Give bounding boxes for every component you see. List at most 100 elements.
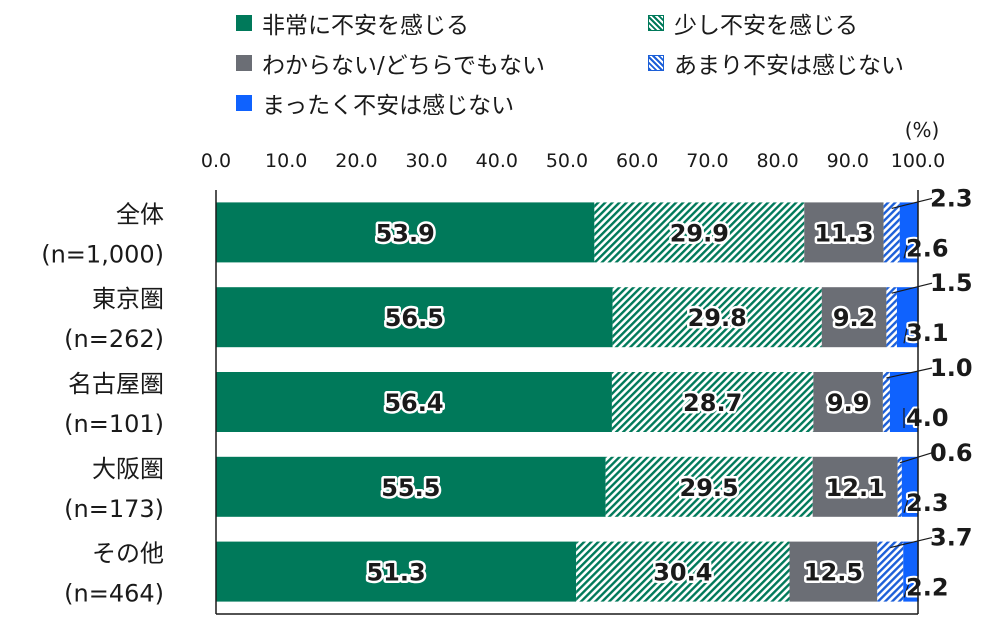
leader-line	[891, 282, 933, 294]
value-label-halo: 12.5	[804, 559, 863, 587]
value-label-halo: 29.8	[688, 304, 747, 332]
bar-segment-somewhat-anxious	[605, 456, 813, 517]
value-label: 2.2	[906, 574, 949, 602]
bar-segment-neutral	[789, 541, 878, 602]
leader-line	[886, 367, 933, 379]
bar-segment-somewhat-anxious	[611, 372, 814, 432]
bar-segment-neutral	[804, 202, 884, 263]
x-tick-label: 60.0	[616, 150, 658, 172]
bar-segment-very-anxious	[216, 372, 612, 432]
legend-label-neutral: わからない/どちらでもない	[262, 53, 546, 79]
category-n-label: (n=1,000)	[41, 240, 164, 268]
value-label-halo: 51.3	[366, 559, 425, 587]
bar-segment-not-very-anxious	[882, 372, 890, 432]
value-label: 3.7	[930, 524, 973, 552]
legend-swatch-somewhat-anxious	[648, 15, 664, 31]
bar-segment-neutral	[821, 287, 887, 348]
value-label: 0.6	[930, 439, 973, 467]
legend-swatch-not-anxious-at-all	[236, 95, 252, 111]
bar-segment-not-anxious-at-all	[896, 287, 919, 348]
legend-item-very-anxious: 非常に不安を感じる	[236, 8, 469, 39]
value-label: 51.3	[366, 559, 425, 587]
value-label-halo: 53.9	[376, 219, 435, 247]
category-label: その他	[92, 540, 164, 568]
value-label: 4.0	[906, 404, 949, 432]
legend-swatch-neutral	[236, 55, 252, 71]
x-tick-label: 100.0	[891, 150, 945, 172]
value-label: 56.5	[385, 304, 444, 332]
x-tick-label: 20.0	[335, 150, 377, 172]
value-label: 3.1	[906, 319, 949, 347]
value-label: 56.4	[384, 389, 443, 417]
value-label: 1.0	[930, 354, 973, 382]
legend-label-not-very-anxious: あまり不安は感じない	[674, 53, 904, 79]
bar-segment-very-anxious	[216, 287, 613, 348]
value-label: 2.3	[930, 184, 973, 212]
value-label: 29.8	[688, 304, 747, 332]
x-tick-label: 70.0	[686, 150, 728, 172]
x-tick-label: 90.0	[827, 150, 869, 172]
legend: 非常に不安を感じる 少し不安を感じる わからない/どちらでもない あまり不安は感…	[0, 0, 1000, 120]
bar-segment-not-anxious-at-all	[899, 202, 918, 263]
x-tick-label: 10.0	[265, 150, 307, 172]
leader-line	[890, 537, 933, 549]
value-label: 28.7	[683, 389, 742, 417]
x-tick-label: 30.0	[405, 150, 447, 172]
bar-segment-very-anxious	[216, 541, 577, 602]
category-label: 大阪圏	[92, 455, 164, 483]
value-label: 9.9	[827, 389, 870, 417]
value-label: 2.6	[906, 234, 949, 262]
category-n-label: (n=464)	[64, 580, 164, 608]
leader-line	[899, 452, 933, 464]
value-label: 30.4	[653, 559, 712, 587]
x-tick-label: 0.0	[201, 150, 231, 172]
value-label: 55.5	[381, 474, 440, 502]
value-label: 12.1	[826, 474, 885, 502]
value-label-halo: 56.5	[385, 304, 444, 332]
category-n-label: (n=101)	[64, 410, 164, 438]
value-label-halo: 9.2	[833, 304, 876, 332]
leader-line	[903, 323, 909, 344]
legend-swatch-not-very-anxious	[648, 55, 664, 71]
bar-segment-somewhat-anxious	[612, 287, 822, 348]
x-tick-label: 40.0	[476, 150, 518, 172]
legend-item-neutral: わからない/どちらでもない	[236, 48, 546, 79]
value-label-halo: 29.5	[680, 474, 739, 502]
value-label-halo: 29.9	[670, 219, 729, 247]
value-label: 9.2	[833, 304, 876, 332]
bar-segment-somewhat-anxious	[576, 541, 790, 602]
value-label-halo: 28.7	[683, 389, 742, 417]
bar-segment-neutral	[813, 372, 883, 432]
bar-segment-very-anxious	[216, 456, 606, 517]
bar-segment-not-anxious-at-all	[903, 541, 919, 602]
bar-segment-not-very-anxious	[886, 287, 897, 348]
category-label: 東京圏	[92, 285, 164, 313]
value-label: 1.5	[930, 269, 973, 297]
legend-item-not-very-anxious: あまり不安は感じない	[648, 48, 904, 79]
category-n-label: (n=262)	[64, 325, 164, 353]
leader-line	[903, 238, 910, 259]
value-label-halo: 30.4	[653, 559, 712, 587]
value-label: 29.9	[670, 219, 729, 247]
bar-segment-neutral	[812, 456, 898, 517]
bar-segment-not-anxious-at-all	[901, 456, 918, 517]
value-label-halo: 11.3	[814, 219, 873, 247]
value-label: 53.9	[376, 219, 435, 247]
category-label: 全体	[116, 200, 164, 228]
category-n-label: (n=173)	[64, 495, 164, 523]
unit-label: (%)	[905, 118, 940, 142]
value-label: 29.5	[680, 474, 739, 502]
leader-line	[891, 197, 933, 209]
bar-segment-very-anxious	[216, 202, 595, 263]
value-label: 12.5	[804, 559, 863, 587]
x-tick-label: 50.0	[546, 150, 588, 172]
legend-label-not-anxious-at-all: まったく不安は感じない	[262, 93, 515, 119]
x-tick-label: 80.0	[756, 150, 798, 172]
category-label: 名古屋圏	[68, 370, 164, 398]
bar-segment-not-very-anxious	[877, 541, 904, 602]
legend-item-not-anxious-at-all: まったく不安は感じない	[236, 88, 515, 119]
leader-line	[903, 577, 912, 598]
legend-label-somewhat-anxious: 少し不安を感じる	[674, 13, 858, 39]
bar-segment-not-very-anxious	[897, 456, 902, 517]
